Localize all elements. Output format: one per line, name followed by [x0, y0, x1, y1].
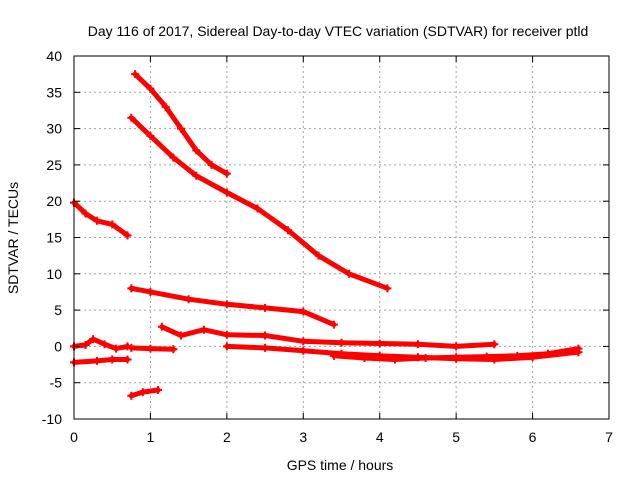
data-point: [157, 322, 166, 331]
y-axis-label: SDTVAR / TECUs: [5, 182, 21, 294]
data-point: [146, 287, 155, 296]
data-point: [146, 344, 155, 353]
data-point: [284, 226, 292, 235]
y-tick-label: -5: [50, 375, 63, 391]
data-point: [383, 284, 392, 293]
data-point: [100, 340, 109, 349]
data-point: [261, 343, 270, 352]
data-point: [543, 349, 552, 358]
x-tick-label: 0: [70, 429, 78, 445]
data-point: [146, 84, 155, 93]
x-tick-label: 3: [299, 429, 307, 445]
y-tick-label: 40: [46, 48, 62, 64]
x-tick-labels: 0 1 2 3 4 5 6 7: [70, 429, 613, 445]
data-point: [222, 188, 231, 197]
data-point: [108, 220, 117, 229]
data-point: [89, 335, 98, 344]
data-point: [299, 307, 308, 316]
series-arc-3: [71, 200, 130, 238]
data-point: [222, 342, 231, 351]
y-tick-label: 5: [54, 302, 62, 318]
data-point: [177, 124, 185, 133]
data-point: [81, 340, 90, 349]
gridlines: [74, 56, 609, 419]
series-arc-2: [128, 115, 390, 291]
y-tick-label: 25: [46, 157, 62, 173]
data-point: [192, 146, 201, 155]
data-point: [81, 209, 90, 218]
y-tick-label: 10: [46, 266, 62, 282]
data-point: [329, 351, 338, 360]
data-point: [92, 216, 101, 225]
chart-title: Day 116 of 2017, Sidereal Day-to-day VTE…: [88, 23, 589, 39]
data-point: [169, 345, 178, 354]
data-point: [207, 160, 216, 169]
data-point: [261, 331, 270, 340]
x-tick-label: 6: [529, 429, 537, 445]
data-point: [337, 338, 346, 347]
y-tick-label: 0: [54, 338, 62, 354]
x-tick-label: 1: [147, 429, 155, 445]
axis-ticks: [73, 55, 610, 420]
data-point: [127, 113, 136, 122]
data-point: [92, 356, 101, 365]
data-point: [127, 343, 136, 352]
y-tick-label: 30: [46, 121, 62, 137]
x-tick-label: 5: [452, 429, 460, 445]
data-point: [108, 355, 117, 364]
data-point: [452, 353, 461, 362]
data-point: [299, 346, 308, 355]
data-point: [375, 339, 384, 348]
data-point: [184, 295, 193, 304]
data-point: [391, 355, 399, 364]
data-point: [314, 251, 323, 260]
y-tick-label: -10: [42, 411, 62, 427]
data-point: [222, 169, 231, 178]
data-point: [112, 344, 121, 353]
y-tick-label: 15: [46, 230, 62, 246]
data-point: [154, 385, 163, 394]
data-point: [161, 102, 170, 111]
x-tick-label: 4: [376, 429, 384, 445]
series-arc-5: [159, 324, 497, 349]
data-point: [127, 284, 136, 293]
data-point: [574, 344, 583, 353]
data-point: [131, 70, 140, 79]
data-point: [222, 330, 231, 339]
data-point: [123, 231, 132, 240]
data-point: [169, 153, 178, 162]
data-point: [261, 303, 270, 312]
y-tick-label: 35: [46, 84, 62, 100]
data-point: [253, 204, 262, 213]
data-point: [177, 331, 185, 340]
y-tick-labels: -10 -5 0 5 10 15 20 25 30 35 40: [42, 48, 62, 427]
data-point: [482, 352, 491, 361]
data-point: [329, 320, 338, 329]
series-arc-7: [71, 357, 130, 365]
data-point: [490, 340, 499, 349]
data-point: [299, 337, 308, 346]
data-point: [413, 340, 422, 349]
data-point: [123, 355, 132, 364]
y-tick-label: 20: [46, 193, 62, 209]
x-tick-label: 7: [605, 429, 613, 445]
data-point: [127, 391, 136, 400]
data-point: [452, 342, 461, 351]
data-point: [138, 388, 147, 397]
data-point: [192, 171, 201, 180]
data-point: [146, 131, 155, 140]
data-point: [360, 354, 369, 363]
data-point: [222, 300, 231, 309]
data-point: [421, 354, 430, 363]
x-axis-label: GPS time / hours: [287, 457, 394, 473]
data-series: [70, 70, 583, 400]
data-point: [513, 351, 522, 360]
x-tick-label: 2: [223, 429, 231, 445]
data-point: [345, 269, 354, 278]
data-point: [199, 325, 208, 334]
